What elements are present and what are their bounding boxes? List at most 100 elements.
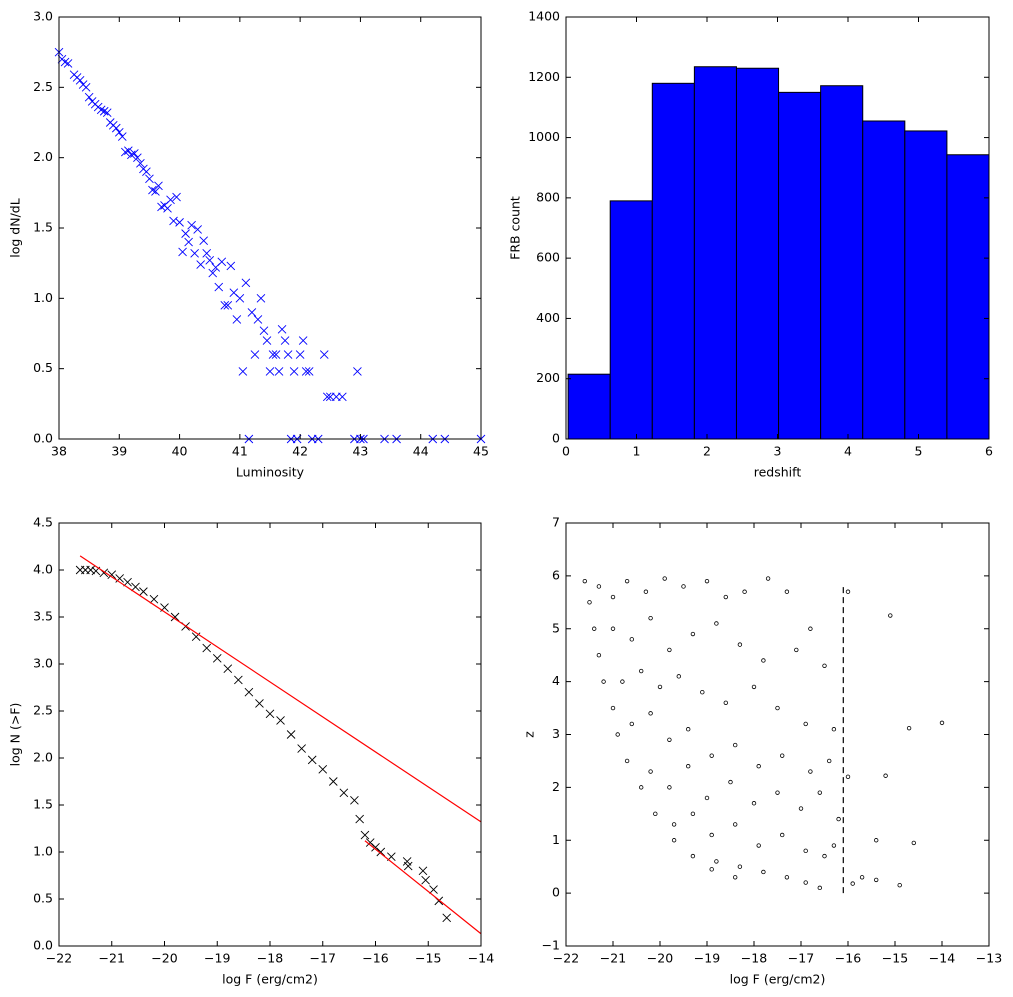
y-tick-label: 1.5 <box>33 797 53 812</box>
point <box>671 822 677 827</box>
plot-area <box>59 17 481 439</box>
point <box>733 822 738 827</box>
point <box>304 367 314 376</box>
point <box>723 700 728 705</box>
x-tick-label: 3 <box>774 444 782 459</box>
point <box>169 216 178 226</box>
point <box>328 777 338 786</box>
y-tick-label: 1.0 <box>33 290 53 305</box>
point <box>610 705 616 711</box>
y-tick-label: 1.5 <box>33 220 53 235</box>
point <box>220 301 230 310</box>
point <box>190 249 199 258</box>
point <box>667 647 672 653</box>
point <box>897 882 902 888</box>
x-tick-label: −18 <box>257 951 283 966</box>
point <box>714 621 719 626</box>
x-tick-label: 0 <box>562 444 570 459</box>
point <box>592 626 597 631</box>
point <box>911 840 916 846</box>
point <box>184 237 193 247</box>
point <box>63 59 73 68</box>
y-tick-label: 6 <box>552 567 560 582</box>
x-tick-label: −22 <box>553 951 579 966</box>
point <box>170 612 180 622</box>
point <box>709 867 714 872</box>
point <box>690 811 696 817</box>
y-tick-label: 1000 <box>528 129 560 144</box>
point <box>639 668 644 674</box>
bar <box>820 85 864 440</box>
x-tick-label: 38 <box>51 444 67 459</box>
y-tick-label: 4.5 <box>33 515 53 530</box>
x-tick-label: −21 <box>99 951 125 966</box>
x-tick-label: −18 <box>741 951 767 966</box>
point <box>151 187 160 196</box>
point <box>223 664 233 674</box>
point <box>648 711 653 716</box>
y-tick-label: 3 <box>552 726 560 741</box>
x-tick-label: −15 <box>415 951 441 966</box>
point <box>751 801 757 806</box>
point <box>836 816 841 822</box>
point <box>166 195 175 205</box>
point <box>601 679 606 684</box>
point <box>784 589 790 594</box>
point <box>322 392 332 402</box>
point <box>653 811 658 817</box>
point <box>214 282 224 292</box>
point <box>250 350 260 359</box>
point <box>643 589 649 594</box>
point <box>157 202 166 212</box>
point <box>262 336 272 345</box>
point <box>765 576 771 581</box>
point <box>217 257 227 267</box>
point <box>733 742 738 748</box>
x-tick-label: −13 <box>976 951 1002 966</box>
point <box>704 578 710 584</box>
point <box>202 249 212 258</box>
point <box>596 652 602 658</box>
point <box>587 600 592 605</box>
point <box>187 220 196 230</box>
point <box>226 261 236 271</box>
point <box>429 885 438 894</box>
y-tick-label: 4 <box>552 673 560 688</box>
point <box>172 192 181 202</box>
x-tick-label: −14 <box>929 951 955 966</box>
point <box>338 392 347 402</box>
y-tick-label: 3.5 <box>33 609 53 624</box>
x-axis-label: redshift <box>754 465 802 480</box>
x-tick-label: 44 <box>413 444 429 459</box>
x-tick-label: 41 <box>232 444 248 459</box>
plot-area <box>59 523 481 946</box>
point <box>255 699 264 708</box>
point <box>277 324 287 334</box>
point <box>117 132 127 141</box>
point <box>629 721 634 727</box>
point <box>355 814 364 824</box>
x-tick-label: −14 <box>468 951 494 966</box>
y-tick-label: 1 <box>552 832 560 847</box>
point <box>99 106 109 116</box>
point <box>276 716 285 725</box>
point <box>671 838 677 843</box>
point <box>827 758 832 764</box>
subplot: 38 39 40 41 42 43 44 45 0.0 0.5 1.0 1.5 2.0 2.5 3.0 Lum… <box>8 9 489 480</box>
plot-area <box>566 523 989 946</box>
point <box>111 123 121 133</box>
point <box>639 785 644 790</box>
point <box>86 565 95 575</box>
point <box>403 861 413 871</box>
point <box>648 769 653 774</box>
point <box>874 877 879 883</box>
point <box>136 158 145 168</box>
point <box>142 167 151 177</box>
point <box>84 92 94 102</box>
point <box>686 727 691 732</box>
y-tick-label: 600 <box>536 250 560 265</box>
point <box>289 367 299 376</box>
point <box>775 790 780 795</box>
point <box>709 832 714 838</box>
